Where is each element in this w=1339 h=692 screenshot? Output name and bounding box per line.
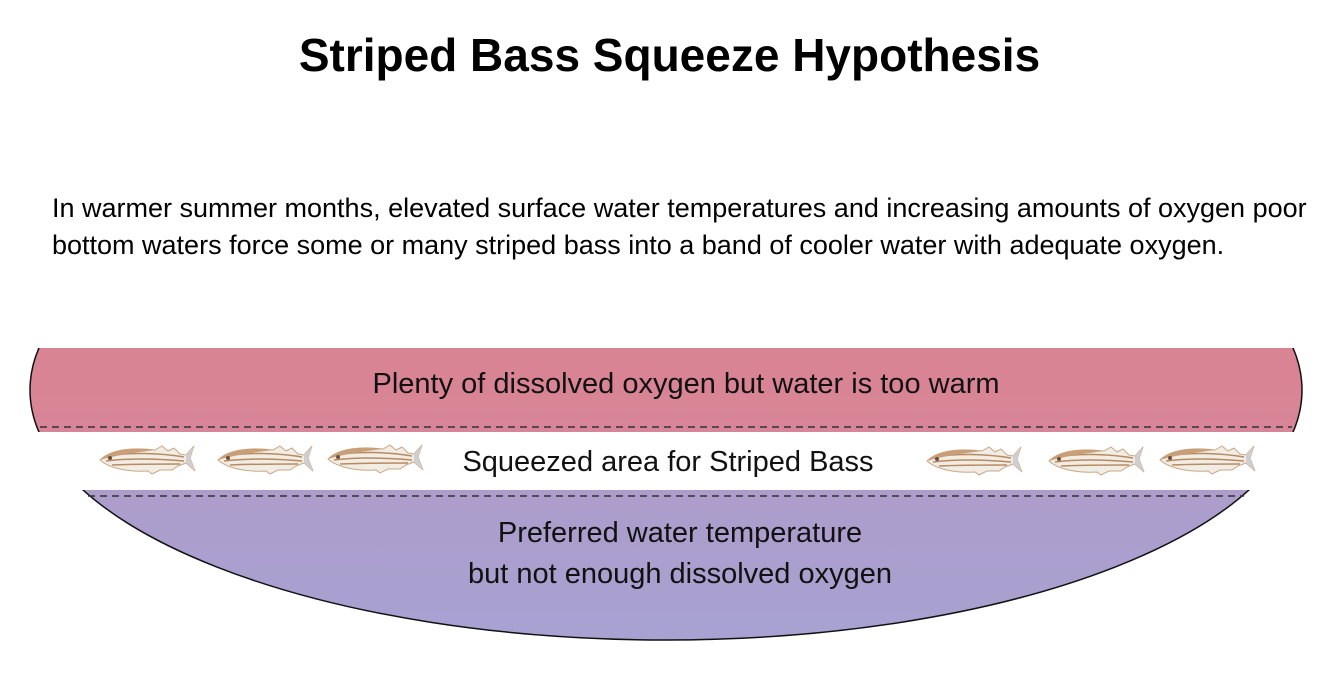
bottom-zone-label-line2: but not enough dissolved oxygen [468,558,892,590]
bottom-zone-low-oxygen: Preferred water temperature but not enou… [82,490,1250,641]
striped-bass-icon [99,445,196,475]
striped-bass-icon [926,446,1023,476]
striped-bass-icon [1159,445,1256,475]
top-zone-warm-water: Plenty of dissolved oxygen but water is … [29,348,1303,432]
striped-bass-icon [217,445,314,475]
striped-bass-icon [1048,446,1145,476]
bottom-zone-label-line1: Preferred water temperature [498,517,862,549]
top-zone-label: Plenty of dissolved oxygen but water is … [372,368,999,400]
striped-bass-icon [327,444,424,474]
middle-zone-label: Squeezed area for Striped Bass [462,446,873,478]
page-title: Striped Bass Squeeze Hypothesis [298,29,1041,81]
middle-zone-squeeze: Squeezed area for Striped Bass [99,444,1256,478]
description: In warmer summer months, elevated surfac… [52,193,1307,260]
